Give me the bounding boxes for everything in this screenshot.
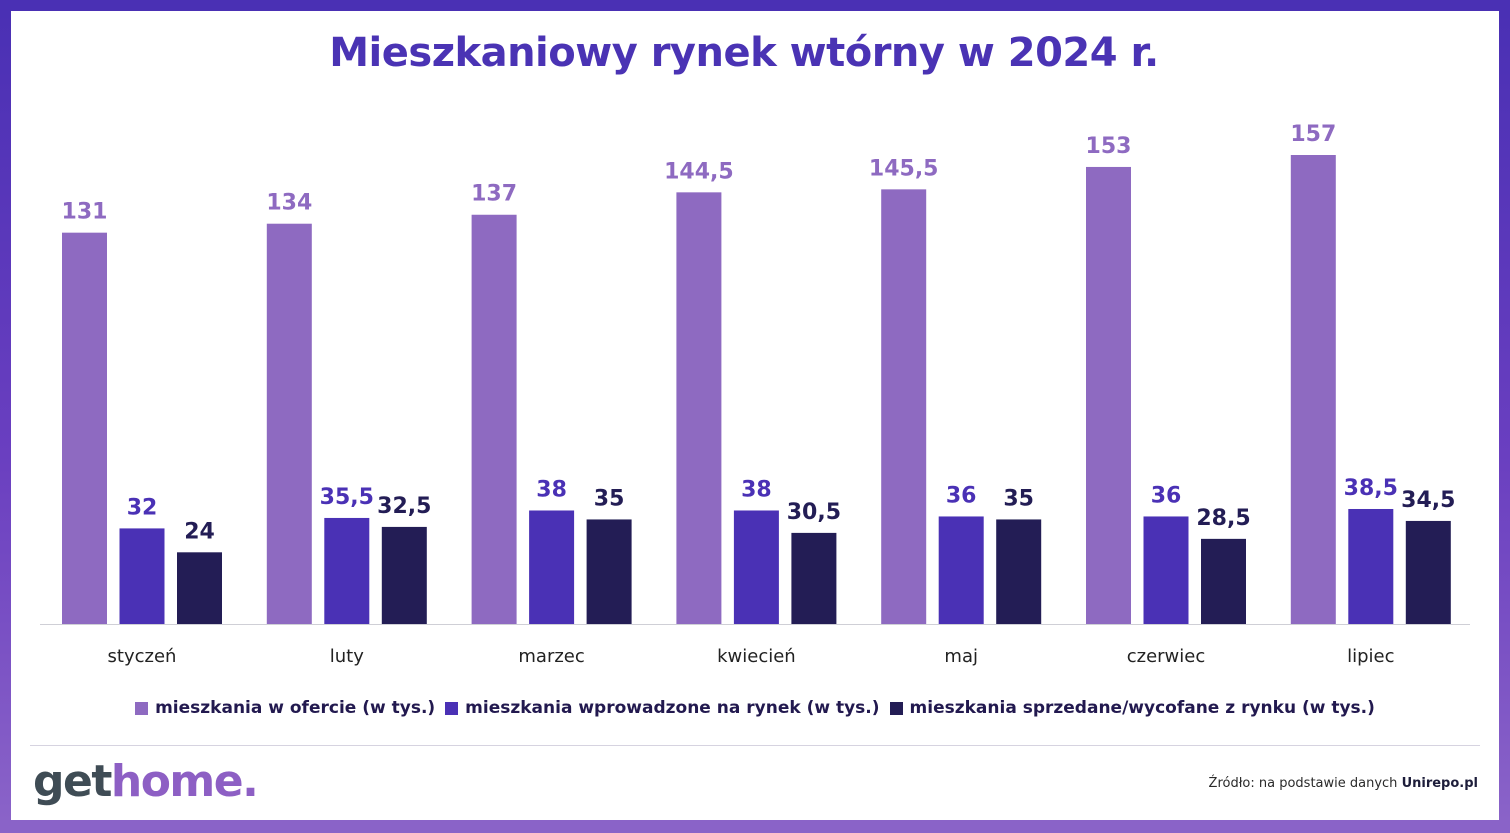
bar-sold-3 (791, 532, 837, 624)
legend-item-sold: mieszkania sprzedane/wycofane z rynku (w… (889, 698, 1375, 718)
bar-offer-0 (62, 232, 107, 624)
bar-sold-6 (1405, 520, 1451, 624)
legend-item-offer: mieszkania w ofercie (w tys.) (135, 698, 435, 718)
legend-swatch-sold (889, 701, 903, 715)
bar-sold-5 (1201, 538, 1246, 624)
data-label-sold-2: 35 (594, 486, 625, 511)
data-label-sold-4: 35 (1003, 486, 1034, 511)
legend-label-sold: mieszkania sprzedane/wycofane z rynku (w… (909, 698, 1375, 718)
bar-offer-1 (266, 223, 312, 624)
bar-new-0 (119, 528, 165, 624)
data-label-sold-6: 34,5 (1401, 488, 1455, 513)
source-note: Źródło: na podstawie danych Unirepo.pl (1209, 776, 1478, 791)
data-label-offer-2: 137 (471, 182, 517, 207)
x-tick-label-2: marzec (518, 646, 584, 667)
data-label-new-0: 32 (127, 495, 158, 520)
chart-title: Mieszkaniowy rynek wtórny w 2024 r. (329, 30, 1159, 76)
bar-sold-4 (996, 519, 1042, 624)
bar-new-2 (529, 510, 575, 624)
data-label-sold-3: 30,5 (787, 500, 841, 525)
logo-text-home: home (110, 756, 244, 807)
x-tick-label-3: kwiecień (717, 646, 796, 667)
data-label-new-6: 38,5 (1344, 476, 1398, 501)
data-label-sold-1: 32,5 (377, 494, 431, 519)
logo-text-get: get (33, 756, 112, 807)
bar-new-3 (733, 510, 779, 624)
logo-text-dot: . (242, 756, 259, 807)
data-label-sold-0: 24 (184, 519, 215, 544)
bar-new-6 (1348, 508, 1394, 624)
data-label-offer-5: 153 (1086, 134, 1132, 159)
data-label-offer-0: 131 (62, 200, 108, 225)
bar-offer-4 (881, 189, 927, 624)
bar-offer-5 (1086, 166, 1131, 625)
bar-sold-0 (177, 552, 222, 624)
legend-swatch-new (445, 701, 459, 715)
gethome-logo: gethome. (33, 760, 259, 804)
legend-label-offer: mieszkania w ofercie (w tys.) (155, 698, 436, 718)
x-tick-label-0: styczeń (108, 646, 177, 667)
legend-swatch-offer (135, 701, 149, 715)
data-label-sold-5: 28,5 (1196, 506, 1250, 531)
legend-item-new: mieszkania wprowadzone na rynek (w tys.) (445, 698, 880, 718)
data-label-offer-4: 145,5 (869, 156, 939, 181)
source-prefix: Źródło: na podstawie danych (1208, 776, 1402, 791)
x-tick-label-6: lipiec (1347, 646, 1394, 667)
data-label-new-3: 38 (741, 477, 772, 502)
legend-label-new: mieszkania wprowadzone na rynek (w tys.) (465, 698, 880, 718)
source-name: Unirepo.pl (1401, 776, 1478, 791)
x-tick-label-4: maj (944, 646, 978, 667)
bar-sold-2 (586, 519, 632, 624)
bar-sold-1 (381, 526, 427, 624)
bar-offer-2 (471, 214, 517, 624)
bar-chart: 131 32 24 styczeń 134 35,5 32,5 luty 137 38 35 marz… (40, 122, 1470, 667)
legend: mieszkania w ofercie (w tys.) mieszkania… (0, 698, 1510, 718)
data-label-offer-6: 157 (1290, 122, 1336, 147)
bar-new-5 (1143, 516, 1189, 624)
bar-new-1 (324, 517, 370, 624)
data-label-new-1: 35,5 (320, 485, 374, 510)
x-tick-label-5: czerwiec (1127, 646, 1206, 667)
bar-offer-6 (1290, 155, 1336, 624)
data-label-new-4: 36 (946, 483, 977, 508)
data-label-new-2: 38 (536, 477, 567, 502)
x-tick-label-1: luty (330, 646, 364, 667)
data-label-offer-3: 144,5 (664, 159, 734, 184)
bar-offer-3 (676, 192, 722, 624)
data-label-offer-1: 134 (266, 191, 312, 216)
data-label-new-5: 36 (1151, 483, 1182, 508)
footer-divider (30, 745, 1480, 746)
bar-new-4 (938, 516, 984, 624)
